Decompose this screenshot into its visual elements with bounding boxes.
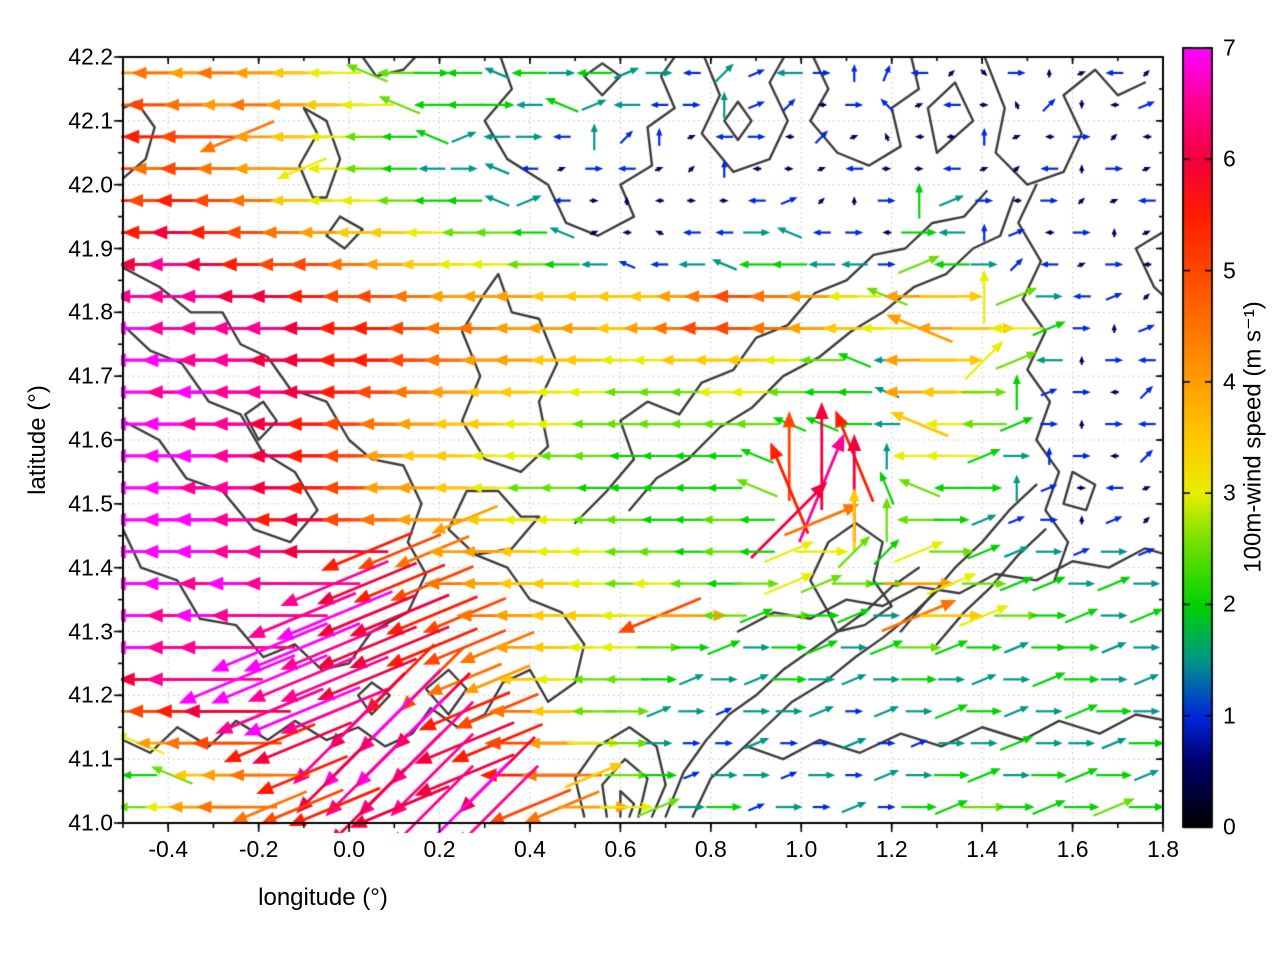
y-tick-label: 42.2 <box>68 43 113 70</box>
colorbar-tick-label: 1 <box>1223 702 1236 729</box>
y-tick-label: 41.5 <box>68 490 113 517</box>
x-tick-label: 0.2 <box>423 836 456 862</box>
x-tick-label: -0.2 <box>238 836 279 862</box>
y-tick-label: 41.7 <box>68 362 113 389</box>
y-tick-label: 42.1 <box>68 107 113 134</box>
x-tick-label: 1.2 <box>875 836 908 862</box>
x-tick-label: 0.4 <box>513 836 546 862</box>
y-axis-title: latitude (°) <box>24 385 51 495</box>
x-axis-title: longitude (°) <box>258 884 388 911</box>
x-tick-label: 0.6 <box>604 836 637 862</box>
y-tick-label: 41.8 <box>68 298 113 325</box>
x-tick-label: 1.0 <box>785 836 818 862</box>
colorbar-title: 100m-wind speed (m s⁻¹) <box>1239 301 1267 573</box>
x-tick-label: 0.8 <box>694 836 727 862</box>
y-tick-label: 41.3 <box>68 618 113 644</box>
y-tick-label: 41.0 <box>68 809 113 836</box>
x-tick-label: 1.8 <box>1147 836 1179 862</box>
y-tick-label: 42.0 <box>68 171 113 198</box>
x-tick-label: 1.4 <box>966 836 999 862</box>
y-tick-label: 41.4 <box>68 554 113 581</box>
y-tick-label: 41.6 <box>68 426 113 453</box>
y-tick-label: 41.9 <box>68 235 113 261</box>
x-tick-label: -0.4 <box>148 836 189 862</box>
colorbar-tick-label: 7 <box>1223 34 1236 61</box>
x-tick-label: 1.6 <box>1056 836 1089 862</box>
colorbar-tick-label: 6 <box>1223 145 1236 172</box>
colorbar-tick-label: 4 <box>1223 368 1236 395</box>
colorbar-tick-label: 0 <box>1223 813 1236 840</box>
colorbar-tick-label: 3 <box>1223 479 1236 506</box>
y-tick-label: 41.2 <box>68 681 113 708</box>
colorbar-tick-label: 5 <box>1223 257 1236 284</box>
colorbar-tick-label: 2 <box>1223 590 1236 617</box>
x-tick-label: 0.0 <box>333 836 366 862</box>
y-tick-label: 41.1 <box>68 745 113 772</box>
